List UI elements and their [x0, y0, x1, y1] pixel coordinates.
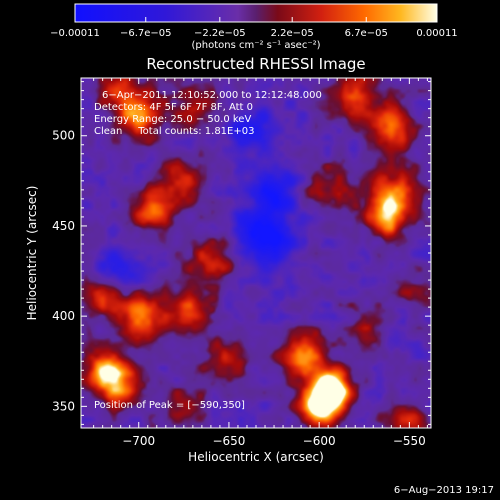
x-axis: −700 −650 −600 −550 — [93, 78, 428, 448]
x-tick-label: −600 — [303, 434, 336, 448]
colorbar-units: (photons cm⁻² s⁻¹ asec⁻²) — [191, 40, 320, 51]
colorbar-tick-label: 6.7e−05 — [345, 28, 388, 39]
x-tick-label: −550 — [393, 434, 426, 448]
x-axis-label: Heliocentric X (arcsec) — [188, 450, 324, 464]
footer-date: 6−Aug−2013 19:17 — [394, 485, 494, 496]
y-tick-label: 500 — [52, 129, 75, 143]
colorbar-ticks: −0.00011 −6.7e−05 −2.2e−05 2.2e−05 6.7e−05 0.… — [50, 17, 458, 39]
colorbar-tick-label: 0.00011 — [416, 28, 457, 39]
colorbar-tick-label: −2.2e−05 — [194, 28, 246, 39]
x-tick-label: −700 — [122, 434, 155, 448]
colorbar: −0.00011 −6.7e−05 −2.2e−05 2.2e−05 6.7e−05 0.… — [50, 3, 458, 51]
y-tick-label: 400 — [52, 309, 75, 323]
colorbar-tick-label: −0.00011 — [50, 28, 100, 39]
annotation-clean-counts: Clean Total counts: 1.81E+03 — [94, 126, 254, 137]
annotations: 6−Apr−2011 12:10:52.000 to 12:12:48.000 … — [94, 90, 322, 411]
chart-title: Reconstructed RHESSI Image — [146, 55, 365, 73]
annotation-energy-range: Energy Range: 25.0 − 50.0 keV — [94, 114, 251, 125]
y-tick-label: 350 — [52, 399, 75, 413]
y-axis: 350 400 450 500 — [52, 81, 431, 425]
y-tick-label: 450 — [52, 219, 75, 233]
x-tick-label: −650 — [212, 434, 245, 448]
colorbar-gradient — [74, 3, 438, 23]
annotation-detectors: Detectors: 4F 5F 6F 7F 8F, Att 0 — [94, 102, 253, 113]
annotation-time-range: 6−Apr−2011 12:10:52.000 to 12:12:48.000 — [102, 90, 322, 101]
colorbar-tick-label: 2.2e−05 — [271, 28, 314, 39]
colorbar-tick-label: −6.7e−05 — [120, 28, 172, 39]
y-axis-label: Heliocentric Y (arcsec) — [25, 186, 39, 321]
annotation-peak-position: Position of Peak = [−590,350] — [94, 400, 245, 411]
heatmap-image — [81, 78, 431, 428]
